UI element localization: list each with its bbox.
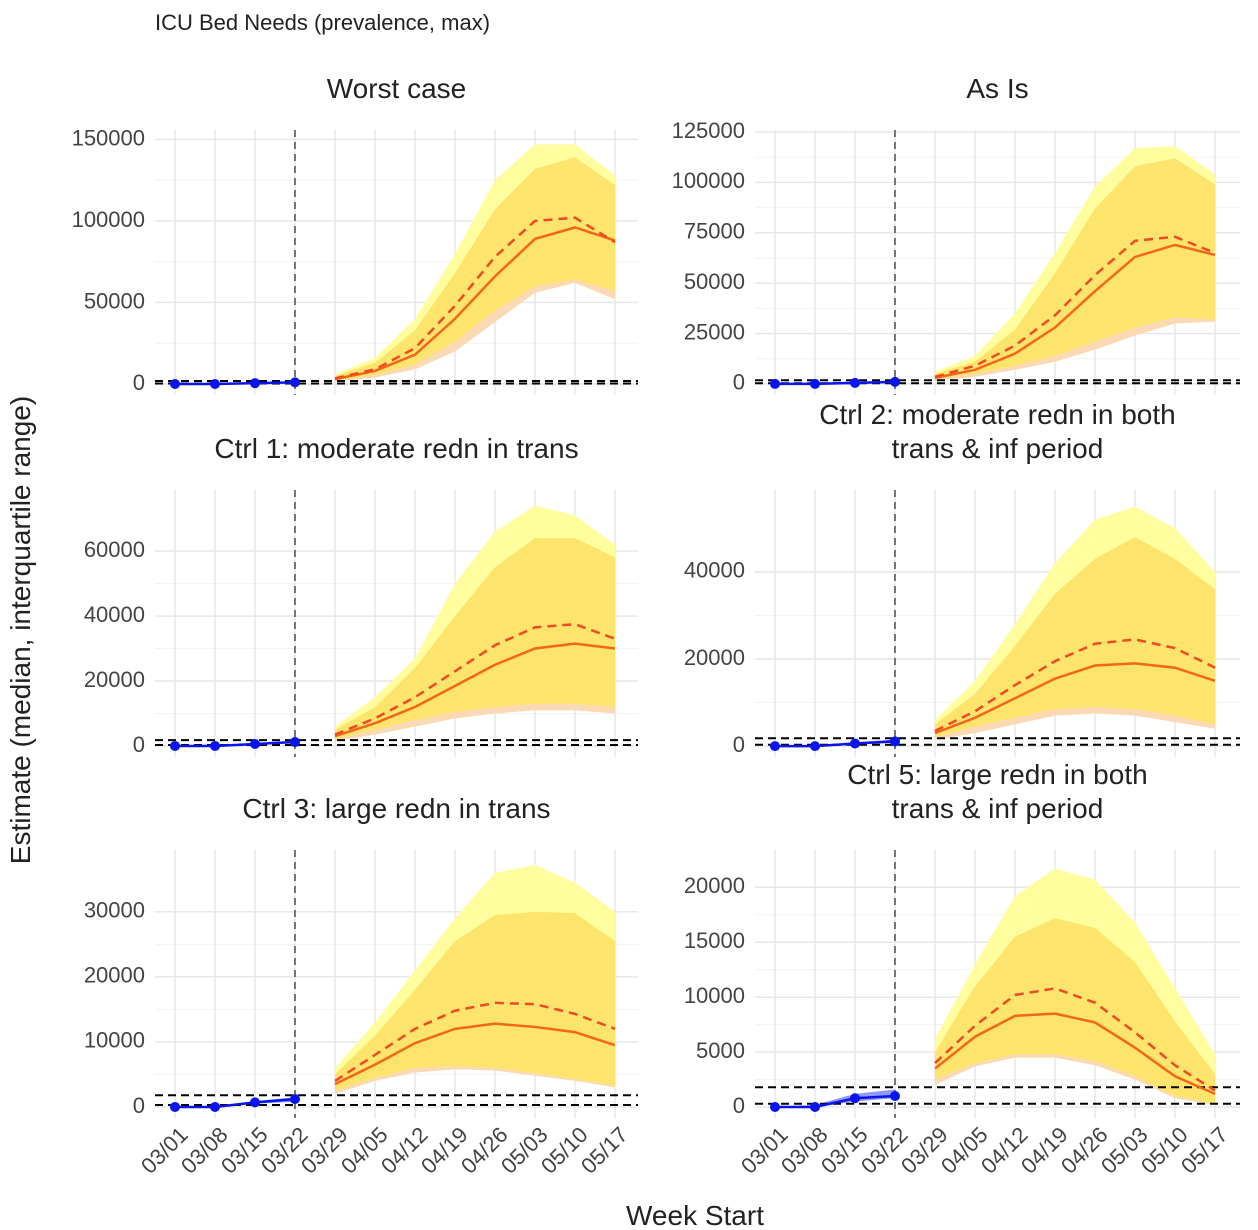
series-line	[775, 380, 896, 386]
series-line	[334, 226, 616, 381]
band	[335, 703, 615, 742]
y-tick-label: 20000	[84, 963, 145, 988]
band	[935, 1054, 1215, 1105]
band	[935, 706, 1215, 740]
panel-title: Ctrl 3: large redn in trans	[242, 793, 550, 824]
band	[935, 537, 1215, 738]
x-tick-label: 05/17	[1176, 1122, 1233, 1179]
panel-title: trans & inf period	[892, 793, 1104, 824]
data-point	[810, 741, 820, 752]
y-tick-label: 5000	[696, 1038, 745, 1063]
y-tick-label: 20000	[684, 645, 745, 670]
panel-title: Ctrl 2: moderate redn in both	[819, 399, 1175, 430]
data-point	[170, 1101, 180, 1112]
band	[935, 918, 1215, 1104]
series-line	[934, 662, 1216, 735]
y-tick-label: 20000	[684, 873, 745, 898]
data-point	[210, 1101, 220, 1112]
series-line	[934, 243, 1216, 380]
x-tick-label: 05/17	[576, 1122, 633, 1179]
y-tick-label: 75000	[684, 219, 745, 244]
series-line	[934, 235, 1216, 379]
data-point	[770, 741, 780, 752]
data-point	[290, 737, 300, 748]
data-point	[770, 1102, 780, 1113]
y-tick-label: 20000	[84, 667, 145, 692]
series-line	[175, 381, 296, 386]
y-tick-label: 10000	[84, 1028, 145, 1053]
data-point	[810, 378, 820, 389]
panel-title: Ctrl 1: moderate redn in trans	[214, 433, 578, 464]
band	[335, 1065, 615, 1094]
data-point	[210, 378, 220, 389]
data-point	[850, 738, 860, 749]
series-line	[334, 1022, 616, 1086]
series-line	[334, 216, 616, 380]
data-point	[850, 377, 860, 388]
panel-title: Worst case	[327, 73, 467, 104]
y-tick-label: 100000	[72, 207, 145, 232]
y-tick-label: 125000	[672, 118, 745, 143]
series-line	[934, 638, 1216, 732]
panel-title: trans & inf period	[892, 433, 1104, 464]
series-line	[175, 740, 296, 748]
series-line	[175, 1097, 296, 1109]
band	[335, 911, 615, 1091]
y-tick-label: 15000	[684, 928, 745, 953]
data-point	[250, 1097, 260, 1108]
data-point	[250, 378, 260, 389]
x-axis-label: Week Start	[626, 1200, 764, 1230]
y-tick-label: 50000	[84, 288, 145, 313]
series-line	[934, 987, 1216, 1092]
figure-title: ICU Bed Needs (prevalence, max)	[155, 10, 490, 35]
y-axis-label: Estimate (median, interquartile range)	[5, 396, 36, 864]
panel-title: Ctrl 5: large redn in both	[847, 759, 1147, 790]
series-line	[334, 642, 616, 738]
y-tick-label: 0	[733, 732, 745, 757]
band	[935, 158, 1215, 379]
band	[935, 317, 1215, 381]
y-tick-label: 0	[733, 370, 745, 395]
y-tick-label: 0	[133, 732, 145, 757]
data-point	[890, 376, 900, 387]
y-tick-label: 10000	[684, 983, 745, 1008]
series-line	[334, 622, 616, 736]
y-tick-label: 25000	[684, 319, 745, 344]
y-tick-label: 0	[133, 1093, 145, 1118]
data-point	[210, 740, 220, 751]
y-tick-label: 0	[733, 1093, 745, 1118]
y-tick-label: 150000	[72, 125, 145, 150]
data-point	[890, 1091, 900, 1102]
y-tick-label: 30000	[84, 898, 145, 923]
data-point	[290, 1094, 300, 1105]
y-tick-label: 40000	[84, 602, 145, 627]
panel-title: As Is	[966, 73, 1028, 104]
band	[335, 279, 615, 382]
data-point	[170, 740, 180, 751]
series-line	[775, 740, 896, 748]
y-tick-label: 50000	[684, 269, 745, 294]
y-tick-label: 0	[133, 370, 145, 395]
series-line	[775, 1094, 896, 1109]
data-point	[810, 1102, 820, 1113]
band	[775, 1089, 895, 1108]
y-tick-label: 40000	[684, 558, 745, 583]
data-point	[290, 377, 300, 388]
data-point	[850, 1093, 860, 1104]
series-line	[934, 1012, 1216, 1095]
band	[335, 157, 615, 381]
band	[335, 538, 615, 740]
data-point	[890, 736, 900, 747]
data-point	[170, 378, 180, 389]
y-tick-label: 60000	[84, 537, 145, 562]
data-point	[770, 378, 780, 389]
data-point	[250, 739, 260, 750]
y-tick-label: 100000	[672, 168, 745, 193]
